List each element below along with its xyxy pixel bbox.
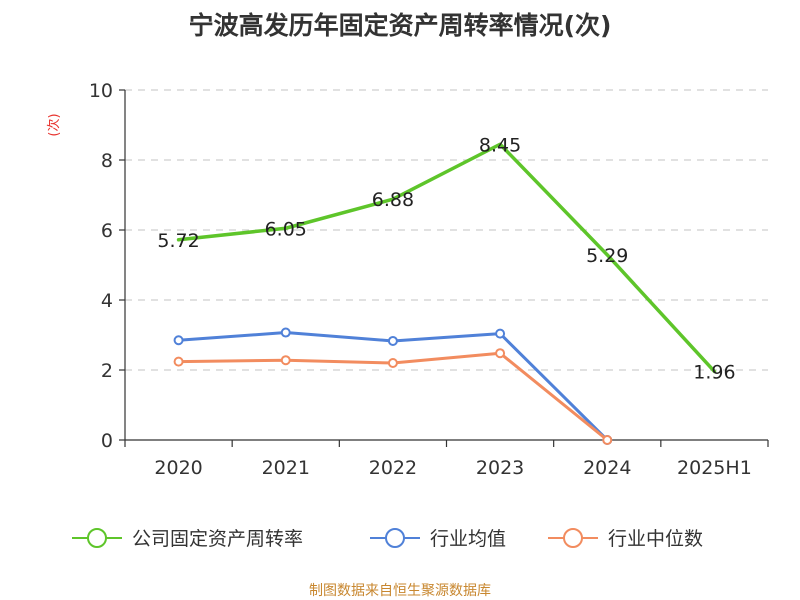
series-line-0 xyxy=(176,142,717,374)
y-tick-label-0: 0 xyxy=(101,430,113,452)
data-labels: 5.72 6.05 6.88 8.45 5.29 1.96 xyxy=(157,134,735,383)
series-group xyxy=(173,142,717,445)
series-2-point-0 xyxy=(173,356,184,367)
data-label-4: 5.29 xyxy=(586,245,628,267)
series-1-point-1 xyxy=(280,327,291,338)
legend-item-2[interactable]: 行业中位数 xyxy=(608,528,703,550)
y-tick-label-3: 6 xyxy=(101,220,113,242)
gridlines xyxy=(125,89,768,371)
series-2-point-3 xyxy=(495,348,506,359)
x-tick-label-2: 2022 xyxy=(369,457,417,479)
y-tick-label-4: 8 xyxy=(101,150,113,172)
x-tick-label-0: 2020 xyxy=(154,457,202,479)
axes: 0 2 4 6 8 10 2020 2021 2022 2023 2024 2025H1 xyxy=(89,80,769,479)
chart-title: 宁波高发历年固定资产周转率情况(次) xyxy=(189,11,612,40)
series-1-point-3 xyxy=(495,328,506,339)
series-2-point-2 xyxy=(387,358,398,368)
data-label-3: 8.45 xyxy=(479,134,521,156)
data-label-1: 6.05 xyxy=(265,218,307,240)
data-label-0: 5.72 xyxy=(157,230,199,252)
legend[interactable]: 公司固定资产周转率 行业均值 行业中位数 xyxy=(72,528,703,550)
y-axis-label: (次) xyxy=(46,113,62,136)
series-2-point-1 xyxy=(280,355,291,366)
x-tick-label-5: 2025H1 xyxy=(677,457,752,479)
source-note: 制图数据来自恒生聚源数据库 xyxy=(309,583,491,599)
series-2-point-4 xyxy=(602,435,613,445)
y-tick-label-1: 2 xyxy=(101,360,113,382)
series-1-point-0 xyxy=(173,335,184,346)
y-tick-label-5: 10 xyxy=(89,80,113,102)
y-tick-label-2: 4 xyxy=(101,290,113,312)
legend-item-0[interactable]: 公司固定资产周转率 xyxy=(132,528,303,550)
legend-item-1[interactable]: 行业均值 xyxy=(430,528,506,550)
legend-marker-2 xyxy=(563,528,583,548)
x-tick-label-3: 2023 xyxy=(476,457,524,479)
data-label-2: 6.88 xyxy=(372,189,414,211)
legend-marker-1 xyxy=(385,528,405,548)
series-1-point-2 xyxy=(387,335,398,346)
data-label-5: 1.96 xyxy=(693,361,735,383)
x-tick-label-4: 2024 xyxy=(583,457,631,479)
x-tick-label-1: 2021 xyxy=(262,457,310,479)
legend-marker-0 xyxy=(87,528,107,548)
